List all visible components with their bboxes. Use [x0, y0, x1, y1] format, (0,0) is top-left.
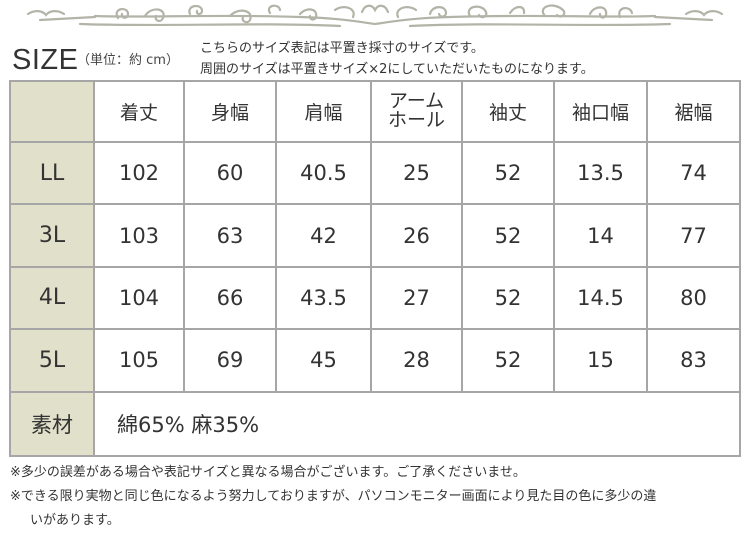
table-row: 4L 104 66 43.5 27 52 14.5 80 — [9, 265, 741, 331]
disclaimer-note: ※多少の誤差がある場合や表記サイズと異なる場合がございます。ご了承くださいませ。 — [10, 465, 526, 480]
table-cell: 45 — [275, 328, 372, 393]
disclaimer-notes: ※多少の誤差がある場合や表記サイズと異なる場合がございます。ご了承くださいませ。… — [10, 461, 740, 533]
table-cell: 66 — [183, 265, 277, 331]
column-header: アーム ホール — [370, 80, 463, 143]
table-cell: 14 — [553, 203, 648, 268]
table-cell: 52 — [461, 140, 555, 206]
unit-label: （単位：約 cm） — [77, 53, 179, 68]
measurement-notes: こちらのサイズ表記は平置き採寸のサイズです。 周囲のサイズは平置きサイズ×2にし… — [200, 38, 594, 80]
table-cell: 25 — [370, 140, 463, 206]
size-table: 着丈 身幅 肩幅 アーム ホール 袖丈 袖口幅 裾幅 LL 102 60 40.… — [9, 80, 741, 457]
table-cell: 27 — [370, 265, 463, 331]
column-header: 身幅 — [183, 80, 277, 143]
table-cell: 103 — [93, 203, 185, 268]
table-cell: 28 — [370, 328, 463, 393]
table-cell: 83 — [646, 328, 741, 393]
size-label: 3L — [9, 203, 95, 268]
material-row: 素材 綿65% 麻35% — [9, 390, 741, 457]
material-value: 綿65% 麻35% — [93, 390, 741, 457]
disclaimer-note: ※できる限り実物と同じ色になるよう努力しておりますが、パソコンモニター画面により… — [10, 489, 657, 504]
table-cell: 104 — [93, 265, 185, 331]
table-cell: 63 — [183, 203, 277, 268]
disclaimer-note: いがあります。 — [30, 513, 120, 528]
table-cell: 13.5 — [553, 140, 648, 206]
table-cell: 52 — [461, 328, 555, 393]
column-header: 肩幅 — [275, 80, 372, 143]
table-cell: 15 — [553, 328, 648, 393]
size-label: 4L — [9, 265, 95, 331]
material-label: 素材 — [9, 390, 95, 457]
size-label: LL — [9, 140, 95, 206]
table-row: 3L 103 63 42 26 52 14 77 — [9, 203, 741, 268]
table-cell: 43.5 — [275, 265, 372, 331]
measurement-note: こちらのサイズ表記は平置き採寸のサイズです。 — [200, 41, 484, 56]
table-cell: 26 — [370, 203, 463, 268]
table-cell: 102 — [93, 140, 185, 206]
table-row: 5L 105 69 45 28 52 15 83 — [9, 328, 741, 393]
column-header: 着丈 — [93, 80, 185, 143]
table-cell: 42 — [275, 203, 372, 268]
table-cell: 52 — [461, 203, 555, 268]
column-header: 裾幅 — [646, 80, 741, 143]
table-row: LL 102 60 40.5 25 52 13.5 74 — [9, 140, 741, 206]
table-corner-cell — [9, 80, 95, 143]
table-cell: 105 — [93, 328, 185, 393]
measurement-note: 周囲のサイズは平置きサイズ×2にしていただいたものになります。 — [200, 62, 594, 77]
table-cell: 69 — [183, 328, 277, 393]
table-cell: 80 — [646, 265, 741, 331]
table-cell: 60 — [183, 140, 277, 206]
column-header: 袖丈 — [461, 80, 555, 143]
column-header: 袖口幅 — [553, 80, 648, 143]
size-title: SIZE — [12, 44, 79, 76]
table-cell: 40.5 — [275, 140, 372, 206]
table-cell: 52 — [461, 265, 555, 331]
table-cell: 77 — [646, 203, 741, 268]
size-label: 5L — [9, 328, 95, 393]
table-header-row: 着丈 身幅 肩幅 アーム ホール 袖丈 袖口幅 裾幅 — [9, 80, 741, 143]
decorative-ornament-border — [26, 4, 724, 28]
column-header-label: アーム ホール — [387, 90, 445, 131]
table-cell: 74 — [646, 140, 741, 206]
table-cell: 14.5 — [553, 265, 648, 331]
